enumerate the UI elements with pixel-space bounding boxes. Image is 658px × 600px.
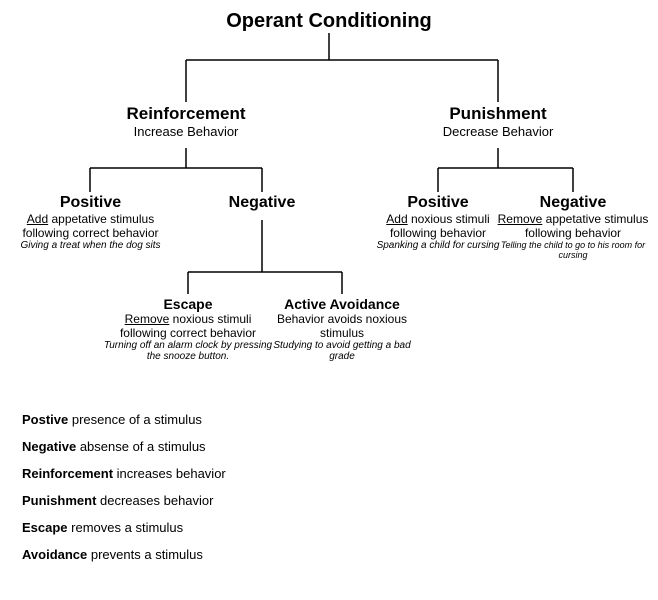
connector-line [438,148,573,192]
definition-text: decreases behavior [96,493,213,508]
avoidance-example: Studying to avoid getting a bad grade [262,340,422,362]
connector-line [186,33,498,102]
p-positive-example: Spanking a child for cursing [368,240,508,251]
avoidance-node: Active Avoidance Behavior avoids noxious… [262,296,422,362]
avoidance-desc1: Behavior avoids noxious [262,312,422,326]
r-positive-title: Positive [8,194,173,212]
reinforcement-title: Reinforcement [86,104,286,124]
r-positive-node: Positive Add appetative stimulus followi… [8,194,173,251]
escape-desc2: following correct behavior [98,326,278,340]
definition-text: presence of a stimulus [68,412,202,427]
definition-text: increases behavior [113,466,226,481]
escape-example1: Turning off an alarm clock by pressing [98,340,278,351]
punishment-title: Punishment [398,104,598,124]
definition-term: Reinforcement [22,466,113,481]
p-negative-node: Negative Remove appetative stimulus foll… [488,194,658,260]
definition-row: Escape removes a stimulus [22,520,226,535]
r-positive-desc: Add appetative stimulus [8,212,173,226]
connector-line [188,220,342,294]
r-positive-desc2: following correct behavior [8,226,173,240]
escape-title: Escape [98,296,278,312]
p-negative-title: Negative [488,194,658,212]
definitions-list: Postive presence of a stimulus Negative a… [22,412,226,574]
definition-row: Punishment decreases behavior [22,493,226,508]
definition-term: Escape [22,520,68,535]
reinforcement-node: Reinforcement Increase Behavior [86,104,286,139]
escape-desc: Remove noxious stimuli [98,312,278,326]
r-negative-title: Negative [192,194,332,212]
p-positive-title: Positive [368,194,508,212]
definition-row: Avoidance prevents a stimulus [22,547,226,562]
p-positive-node: Positive Add noxious stimuli following b… [368,194,508,251]
definition-term: Negative [22,439,76,454]
r-positive-example: Giving a treat when the dog sits [8,240,173,251]
reinforcement-sub: Increase Behavior [86,124,286,139]
definition-term: Avoidance [22,547,87,562]
escape-example2: the snooze button. [98,351,278,362]
escape-node: Escape Remove noxious stimuli following … [98,296,278,362]
p-negative-desc2: following behavior [488,226,658,240]
definition-text: prevents a stimulus [87,547,203,562]
connector-line [90,148,262,192]
root-title: Operant Conditioning [0,10,658,33]
p-positive-desc: Add noxious stimuli [368,212,508,226]
root-node: Operant Conditioning [0,10,658,33]
p-positive-desc2: following behavior [368,226,508,240]
definition-row: Negative absense of a stimulus [22,439,226,454]
definition-row: Postive presence of a stimulus [22,412,226,427]
avoidance-desc2: stimulus [262,326,422,340]
definition-term: Postive [22,412,68,427]
avoidance-title: Active Avoidance [262,296,422,312]
definition-text: removes a stimulus [68,520,184,535]
definition-term: Punishment [22,493,96,508]
definition-row: Reinforcement increases behavior [22,466,226,481]
p-negative-example: Telling the child to go to his room for … [488,240,658,260]
r-negative-node: Negative [192,194,332,212]
punishment-sub: Decrease Behavior [398,124,598,139]
punishment-node: Punishment Decrease Behavior [398,104,598,139]
p-negative-desc: Remove appetative stimulus [488,212,658,226]
definition-text: absense of a stimulus [76,439,205,454]
